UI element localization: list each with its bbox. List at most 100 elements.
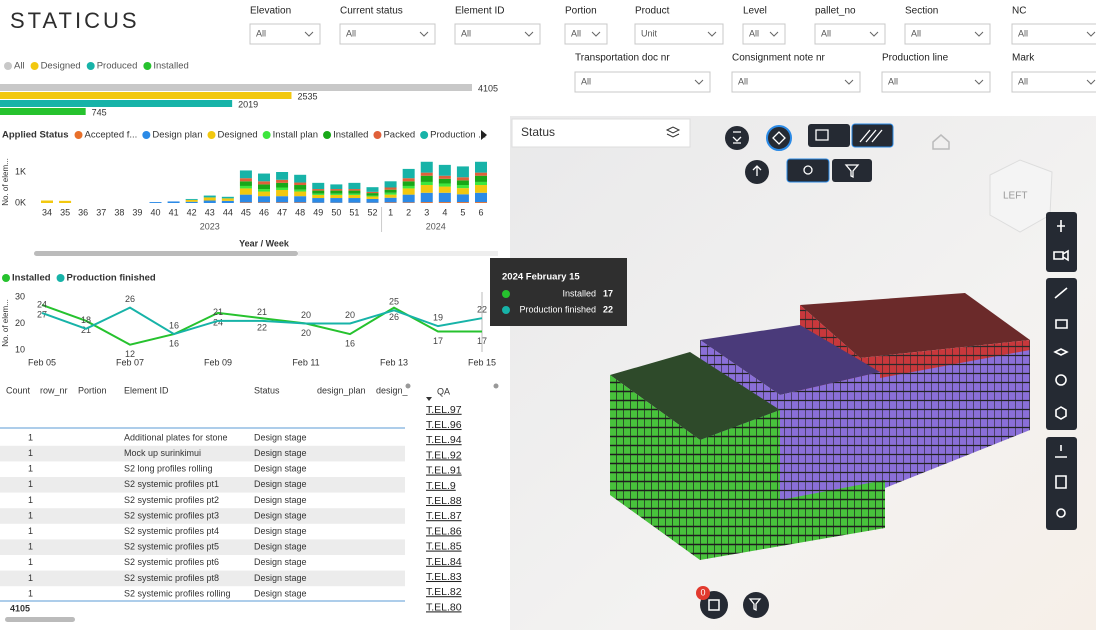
status-bar — [0, 100, 233, 107]
status-label: Status — [521, 125, 555, 139]
bar-segment — [330, 193, 343, 195]
y-axis-label: No. of elem... — [1, 158, 10, 206]
legend-label: Installed — [12, 273, 51, 284]
bar-segment — [348, 182, 361, 190]
bar-segment — [366, 191, 379, 194]
bar-segment — [456, 185, 469, 189]
filter-label: Section — [905, 6, 938, 17]
filter-value: All — [571, 28, 581, 38]
chevron — [769, 31, 779, 37]
model-viewer[interactable]: Status LEFT 0 — [510, 116, 1096, 630]
qa-link[interactable]: T.EL.87 — [426, 510, 462, 522]
x-tick-label: Feb 13 — [380, 357, 408, 367]
tool-button[interactable] — [832, 159, 872, 182]
bar-segment — [348, 194, 361, 199]
qa-header: QA — [437, 386, 450, 396]
status-dropdown[interactable] — [511, 118, 691, 148]
bar-segment — [348, 190, 361, 194]
bar-segment — [456, 194, 469, 203]
cell: 1 — [28, 542, 33, 552]
bar-segment — [384, 187, 397, 190]
side-toolbar[interactable] — [1046, 437, 1077, 530]
qa-link[interactable]: T.EL.9 — [426, 480, 456, 492]
filter-label: Current status — [340, 6, 403, 17]
qa-link[interactable]: T.EL.85 — [426, 541, 462, 553]
bar-segment — [276, 189, 289, 197]
legend-label: All — [14, 61, 25, 72]
filter-dropdown[interactable] — [881, 71, 991, 93]
x-tick-label: 47 — [277, 207, 287, 217]
filter-dropdown[interactable] — [564, 23, 608, 45]
status-bar — [0, 84, 472, 91]
scroll-track — [298, 251, 498, 256]
filter-label: NC — [1012, 6, 1026, 17]
bar-segment — [456, 188, 469, 195]
legend-label: Design plan — [152, 130, 202, 141]
bar-segment — [312, 193, 325, 195]
qa-link[interactable]: T.EL.96 — [426, 419, 462, 431]
chevron — [1086, 79, 1096, 85]
qa-link[interactable]: T.EL.82 — [426, 586, 462, 598]
side-icons — [1053, 220, 1069, 518]
bar-segment — [366, 198, 379, 203]
filter-dropdown[interactable] — [814, 23, 886, 45]
tool-button[interactable] — [808, 124, 850, 147]
cell: Design stage — [254, 526, 307, 536]
cell: 1 — [28, 448, 33, 458]
filter-dropdown[interactable] — [454, 23, 541, 45]
filter-dropdown[interactable] — [731, 71, 861, 93]
filter-label: Consignment note nr — [732, 53, 826, 64]
status-value: 2019 — [238, 99, 258, 109]
data-label: 18 — [81, 315, 91, 325]
filter-value: All — [461, 28, 471, 38]
filter-dropdown[interactable] — [574, 71, 711, 93]
chevron — [1086, 31, 1096, 37]
data-label: 25 — [389, 297, 399, 307]
x-group-label: 2023 — [200, 221, 220, 231]
qa-link[interactable]: T.EL.80 — [426, 601, 462, 613]
bar-segment — [438, 175, 451, 179]
filter-dropdown[interactable] — [742, 23, 786, 45]
bar-segment — [294, 185, 307, 190]
bar-segment — [221, 198, 234, 201]
clear-filter-icon — [748, 598, 762, 612]
data-label: 16 — [345, 338, 355, 348]
qa-link[interactable]: T.EL.84 — [426, 556, 462, 568]
data-label: 22 — [477, 305, 487, 315]
qa-link[interactable]: T.EL.86 — [426, 525, 462, 537]
selection-icon — [708, 599, 720, 611]
tool-button[interactable] — [725, 126, 749, 150]
x-group-label: 2024 — [426, 221, 446, 231]
bar-segment — [239, 188, 252, 195]
column-header: Portion — [78, 385, 107, 395]
cell: S2 systemic profiles pt1 — [124, 479, 219, 489]
qa-link[interactable]: T.EL.97 — [426, 404, 462, 416]
status-bar — [0, 92, 292, 99]
filter-dropdown[interactable] — [249, 23, 321, 45]
data-label: 16 — [169, 338, 179, 348]
chevron — [869, 31, 879, 37]
qa-link[interactable]: T.EL.83 — [426, 571, 462, 583]
x-tick-label: 1 — [388, 207, 393, 217]
home-icon[interactable] — [932, 134, 950, 150]
bar-segment — [239, 170, 252, 179]
legend-label: Installed — [333, 130, 368, 141]
qa-link[interactable]: T.EL.94 — [426, 434, 462, 446]
cell: S2 systemic profiles pt3 — [124, 510, 219, 520]
tool-button[interactable] — [786, 158, 830, 183]
filter-dropdown[interactable] — [1011, 23, 1096, 45]
bar-segment — [330, 190, 343, 194]
filter-dropdown[interactable] — [339, 23, 436, 45]
tool-button[interactable] — [766, 125, 792, 151]
bar-segment — [276, 182, 289, 188]
bar-segment — [258, 189, 270, 192]
qa-link[interactable]: T.EL.91 — [426, 465, 462, 477]
legend-dot — [56, 274, 65, 282]
filter-dropdown[interactable] — [904, 23, 991, 45]
qa-link[interactable]: T.EL.92 — [426, 449, 462, 461]
tool-button[interactable] — [851, 123, 894, 148]
filter-dropdown[interactable] — [1011, 71, 1096, 93]
qa-link[interactable]: T.EL.88 — [426, 495, 462, 507]
filter-dropdown[interactable] — [634, 23, 724, 45]
cube-label: LEFT — [1003, 191, 1027, 202]
